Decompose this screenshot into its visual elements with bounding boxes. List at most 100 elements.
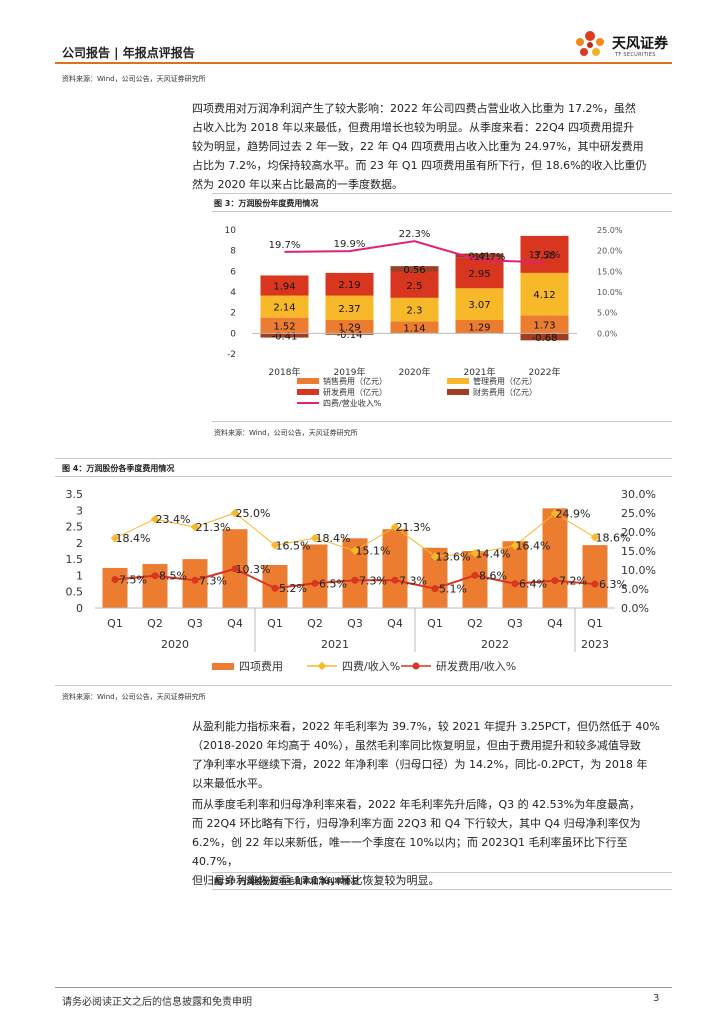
line-data-label: 19.7% [269, 240, 301, 251]
bar-data-label: 1.94 [273, 281, 295, 292]
legend-label: 四项费用 [239, 660, 283, 673]
line-data-label: 19.9% [334, 239, 366, 250]
x-axis-tick-label: Q3 [347, 617, 363, 630]
bar-segment [455, 320, 504, 334]
bar-segment [260, 295, 309, 318]
line-marker [391, 576, 399, 584]
figure-4-title: 图 4：万润股份各季度费用情况 [62, 464, 175, 473]
bar [382, 529, 408, 608]
line-marker [351, 576, 359, 584]
y2-axis-tick-label: 0.0% [621, 602, 649, 615]
bar [102, 567, 128, 608]
x-axis-tick-label: Q1 [107, 617, 123, 630]
bar-data-label: -0.68 [532, 333, 558, 344]
x-axis-tick-label: Q1 [427, 617, 443, 630]
figure-5-top-rule [212, 872, 672, 873]
bar-data-label: 1.29 [468, 323, 490, 334]
x-axis-tick-label: 2019年 [334, 366, 366, 378]
bar-data-label: 0.56 [403, 265, 425, 276]
header-divider [55, 62, 672, 64]
figure-3-bottom-rule [212, 421, 672, 422]
line-data-label: 6.4% [519, 578, 547, 591]
bar-segment [455, 288, 504, 321]
line-marker [431, 585, 439, 593]
bar-data-label: 2.37 [338, 304, 360, 315]
bar-segment [260, 275, 309, 296]
y-axis-tick-label: 2.5 [66, 521, 84, 534]
bar-data-label: 2.3 [407, 306, 423, 317]
bar [462, 551, 488, 608]
logo-text-cn: 天风证券 [612, 36, 668, 52]
line-data-label: 21.3% [196, 521, 231, 534]
x-axis-tick-label: Q4 [227, 617, 243, 630]
x-axis-tick-label: Q4 [547, 617, 563, 630]
line-marker [470, 549, 480, 558]
bar [502, 541, 528, 608]
line-marker [151, 572, 159, 580]
y-axis-tick-label: 10 [225, 226, 237, 236]
y2-axis-tick-label: 10.0% [597, 288, 623, 297]
line-data-label: 15.1% [356, 545, 391, 558]
bar-data-label: 1.29 [338, 323, 360, 334]
line-data-label: 17.7% [474, 252, 506, 263]
figure-3-title-rule [212, 211, 672, 212]
logo-text-en: TF SECURITIES [615, 52, 656, 58]
bar-data-label: 2.5 [407, 281, 423, 292]
x-axis-group-label: 2022 [481, 638, 509, 651]
legend-swatch [212, 663, 234, 670]
figure-5-title: 图 5：万润股份历年毛利率和净利率情况 [214, 877, 359, 886]
paragraph-profitability: 从盈利能力指标来看，2022 年毛利率为 39.7%，较 2021 年提升 3.… [192, 717, 672, 793]
x-axis-tick-label: 2018年 [269, 366, 301, 378]
legend-label: 销售费用（亿元） [323, 376, 387, 386]
company-logo [568, 26, 612, 62]
legend-label: 管理费用（亿元） [473, 376, 537, 386]
line-marker [111, 576, 119, 583]
x-axis-group-label: 2020 [161, 638, 189, 651]
x-axis-tick-label: 2020年 [399, 366, 431, 378]
line-data-label: 5.1% [439, 583, 467, 596]
paragraph-quarterly-margin: 而从季度毛利率和归母净利率来看，2022 年毛利率先升后降，Q3 的 42.53… [192, 795, 672, 890]
text-line: 以来最低水平。 [192, 777, 269, 790]
bar-segment [325, 295, 374, 321]
line-data-label: 18.6% [596, 531, 631, 544]
bar-data-label: 2.14 [273, 303, 295, 314]
bar-segment [455, 253, 504, 258]
text-line: 6.2%，创 22 年以来新低，唯一一个季度在 10%以内；而 2023Q1 毛… [192, 836, 628, 868]
line-marker [231, 565, 239, 573]
bar-data-label: -0.41 [272, 331, 298, 342]
text-line: 而从季度毛利率和归母净利率来看，2022 年毛利率先升后降，Q3 的 42.53… [192, 798, 641, 811]
line-data-label: 13.6% [436, 550, 471, 563]
line-marker [310, 533, 320, 543]
bar-data-label: 2.19 [338, 280, 360, 291]
bar-data-label: 2.95 [468, 269, 490, 280]
x-axis-group-label: 2023 [581, 638, 609, 651]
line-data-label: 7.3% [399, 574, 427, 587]
y-axis-tick-label: -2 [227, 350, 236, 360]
quarterly-expense-chart: 0 0.5 1 1.5 2 2.5 3 3.5 0.0% 5.0% 10.0% 15.0% 20.0% 2… [66, 488, 656, 673]
y-axis-tick-label: 1 [76, 569, 83, 582]
text-line: 占比为 7.2%，均保持较高水平。而 23 年 Q1 四项费用虽有所下行，但 1… [192, 159, 647, 172]
text-line: 占收入比为 2018 年以来最低，但费用增长也较为明显。从季度来看：22Q4 四… [192, 121, 635, 134]
line-data-label: 8.5% [159, 570, 187, 583]
x-axis-tick-label: 2021年 [464, 366, 496, 378]
y2-axis-tick-label: 15.0% [621, 545, 656, 558]
bar-data-label: 1.52 [273, 321, 295, 332]
y-axis-tick-label: 3.5 [66, 488, 84, 501]
text-line: 从盈利能力指标来看，2022 年毛利率为 39.7%，较 2021 年提升 3.… [192, 720, 660, 733]
report-header-title: 公司报告 | 年报点评报告 [62, 46, 195, 60]
x-axis-tick-label: Q2 [307, 617, 323, 630]
text-line: 了净利率水平继续下滑，2022 年净利率（归母口径）为 14.2%，同比-0.2… [192, 758, 648, 771]
y-axis-tick-label: 2 [76, 537, 83, 550]
y2-axis-tick-label: 30.0% [621, 488, 656, 501]
bar-data-label: 3.58 [533, 250, 555, 261]
bar [302, 544, 328, 608]
figure-4-top-rule [55, 458, 672, 459]
y2-axis-tick-label: 25.0% [597, 226, 623, 235]
x-axis-tick-label: Q1 [267, 617, 283, 630]
line-data-label: 25.0% [236, 507, 271, 520]
line-data-label: 24.9% [556, 507, 591, 520]
y2-axis-tick-label: 5.0% [597, 309, 618, 318]
line-data-label: 7.3% [199, 574, 227, 587]
legend-label: 财务费用（亿元） [473, 387, 537, 397]
y-axis-tick-label: 4 [230, 288, 236, 298]
